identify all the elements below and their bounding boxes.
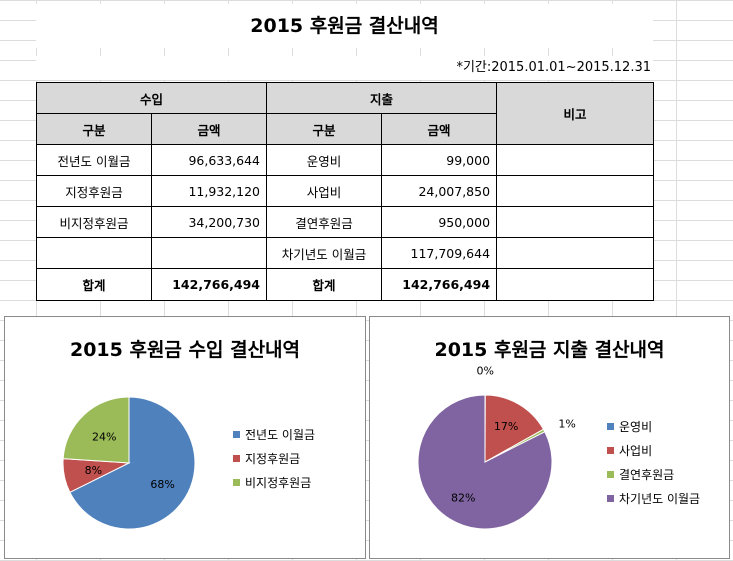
legend-label: 지정후원금	[245, 451, 301, 466]
income-amount-cell[interactable]: 34,200,730	[150, 206, 268, 238]
pie-slice[interactable]	[62, 396, 130, 464]
expense-category-cell[interactable]: 결연후원금	[266, 206, 383, 238]
income-chart-title: 2015 후원금 수입 결산내역	[69, 339, 301, 361]
expense-chart-title: 2015 후원금 지출 결산내역	[434, 339, 665, 361]
table-row: 차기년도 이월금 117,709,644	[36, 237, 655, 269]
legend-item: 비지정후원금	[233, 470, 315, 494]
table-row: 비지정후원금 34,200,730 결연후원금 950,000	[36, 206, 655, 238]
income-category-cell[interactable]: 비지정후원금	[36, 206, 152, 238]
legend-label: 결연후원금	[619, 467, 675, 482]
legend-item: 결연후원금	[607, 462, 700, 486]
income-category-header: 구분	[36, 113, 152, 145]
expense-header: 지출	[266, 82, 498, 114]
legend-item: 지정후원금	[233, 446, 315, 470]
table-row: 지정후원금 11,932,120 사업비 24,007,850	[36, 175, 655, 207]
settlement-table: 수입 지출 비고 구분 금액 구분 금액 전년도 이월금 96,633,644 …	[35, 82, 655, 301]
period-text: *기간:2015.01.01~2015.12.31	[36, 56, 653, 80]
remarks-cell[interactable]	[496, 175, 655, 207]
legend-item: 전년도 이월금	[233, 422, 315, 446]
legend-label: 비지정후원금	[245, 475, 312, 490]
legend-label: 사업비	[619, 443, 653, 458]
pie-slice[interactable]	[69, 396, 196, 530]
legend-swatch	[233, 430, 240, 438]
income-category-cell[interactable]: 지정후원금	[36, 175, 152, 207]
pie-data-label: 17%	[494, 420, 518, 433]
expense-amount-cell[interactable]: 99,000	[381, 144, 498, 176]
table-row: 전년도 이월금 96,633,644 운영비 99,000	[36, 144, 655, 176]
expense-category-cell[interactable]: 운영비	[266, 144, 383, 176]
pie-data-label: 68%	[150, 478, 174, 491]
legend-item: 사업비	[607, 438, 700, 462]
expense-amount-cell[interactable]: 24,007,850	[381, 175, 498, 207]
expense-category-header: 구분	[266, 113, 383, 145]
total-label-cell[interactable]: 합계	[36, 268, 152, 301]
income-category-cell[interactable]	[36, 237, 152, 269]
legend-swatch	[607, 470, 614, 478]
expense-amount-cell[interactable]: 117,709,644	[381, 237, 498, 269]
pie-data-label: 8%	[85, 464, 102, 477]
legend-label: 운영비	[619, 419, 653, 434]
total-expense-cell[interactable]: 142,766,494	[381, 268, 498, 301]
expense-amount-header: 금액	[381, 113, 498, 145]
expense-amount-cell[interactable]: 950,000	[381, 206, 498, 238]
legend-swatch	[233, 478, 240, 486]
total-income-cell[interactable]: 142,766,494	[150, 268, 268, 301]
income-amount-cell[interactable]	[150, 237, 268, 269]
expense-category-cell[interactable]: 차기년도 이월금	[266, 237, 383, 269]
pie-data-label: 1%	[558, 418, 575, 431]
expense-pie: 0% 17% 1% 82%	[417, 364, 576, 530]
legend-swatch	[607, 422, 614, 430]
income-amount-header: 금액	[150, 113, 268, 145]
income-header: 수입	[35, 82, 268, 114]
total-row: 합계 142,766,494 합계 142,766,494	[36, 268, 655, 301]
expense-category-cell[interactable]: 사업비	[266, 175, 383, 207]
legend-item: 차기년도 이월금	[607, 486, 700, 510]
income-pie: 68% 8% 24%	[62, 396, 196, 530]
pie-data-label: 82%	[451, 491, 475, 504]
remarks-cell[interactable]	[496, 268, 655, 301]
remarks-cell[interactable]	[496, 237, 655, 269]
income-amount-cell[interactable]: 96,633,644	[150, 144, 268, 176]
legend-swatch	[233, 454, 240, 462]
remarks-header: 비고	[496, 82, 655, 145]
remarks-cell[interactable]	[496, 144, 655, 176]
legend-label: 차기년도 이월금	[619, 491, 701, 506]
pie-slice[interactable]	[484, 394, 545, 463]
legend-swatch	[607, 494, 614, 502]
sheet-title: 2015 후원금 결산내역	[36, 4, 653, 48]
pie-slice[interactable]	[417, 394, 553, 530]
legend-item: 운영비	[607, 414, 700, 438]
legend-swatch	[607, 446, 614, 454]
pie-data-label: 24%	[92, 431, 116, 444]
legend-label: 전년도 이월금	[245, 427, 316, 442]
income-amount-cell[interactable]: 11,932,120	[150, 175, 268, 207]
income-category-cell[interactable]: 전년도 이월금	[36, 144, 152, 176]
pie-data-label: 0%	[476, 364, 493, 377]
remarks-cell[interactable]	[496, 206, 655, 238]
total-label-cell[interactable]: 합계	[266, 268, 383, 301]
